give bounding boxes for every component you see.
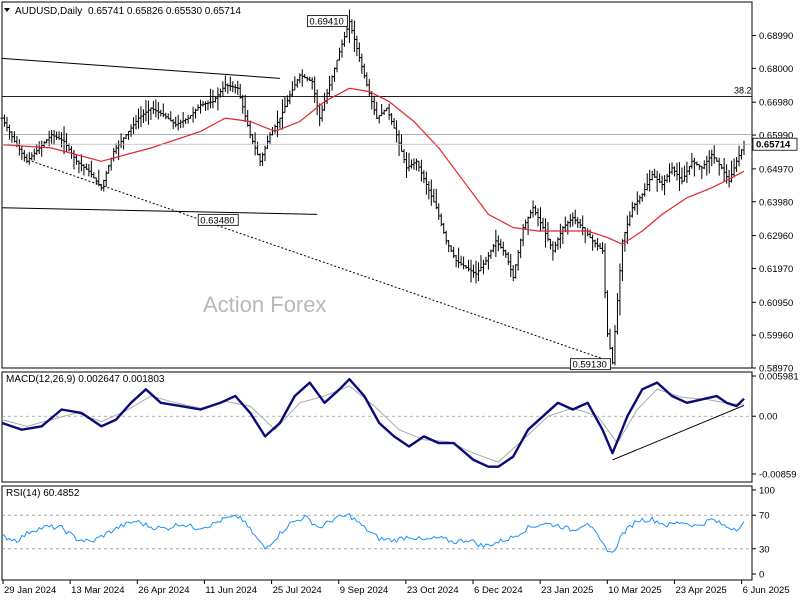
watermark: Action Forex xyxy=(203,292,327,317)
price-tick-label: 0.68990 xyxy=(759,31,793,42)
price-tick-label: 0.60950 xyxy=(759,298,793,309)
price-tick-label: 0.59960 xyxy=(759,331,793,342)
macd-main-line xyxy=(1,378,745,468)
x-tick-label: 11 Jun 2024 xyxy=(205,585,257,596)
rsi-tick-label: 70 xyxy=(759,511,770,522)
channel-trendline xyxy=(1,57,280,79)
x-tick-label: 29 Jan 2024 xyxy=(4,585,56,596)
macd-signal-line xyxy=(1,385,744,463)
price-panel-frame xyxy=(1,1,753,369)
x-tick-label: 6 Jun 2025 xyxy=(743,585,790,596)
channel-trendline xyxy=(1,207,318,215)
price-series xyxy=(0,9,746,366)
ohlc-label: 0.65741 0.65826 0.65530 0.65714 xyxy=(88,6,241,17)
price-annotation-box xyxy=(307,15,348,27)
price-tick-label: 0.64970 xyxy=(759,164,793,175)
macd-panel: 0.005981 0.00 -0.00859 xyxy=(1,372,799,481)
x-tick-label: 23 Jan 2025 xyxy=(541,585,593,596)
x-tick-label: 26 Apr 2024 xyxy=(138,585,189,596)
price-tick-label: 0.65990 xyxy=(759,131,793,142)
current-price-label: 0.65714 xyxy=(756,140,791,151)
symbol-label: AUDUSD,Daily xyxy=(15,6,82,17)
x-tick-label: 9 Sep 2024 xyxy=(340,585,389,596)
price-axis: 0.68990 0.68000 0.66980 0.65990 0.64970 0.639… xyxy=(2,31,793,375)
x-tick-label: 13 Mar 2024 xyxy=(71,585,124,596)
macd-tick-label: -0.00859 xyxy=(759,470,797,481)
price-annotation-box xyxy=(197,213,239,226)
macd-tick-label: 0.005981 xyxy=(759,372,799,383)
macd-tick-label: 0.00 xyxy=(759,412,778,423)
moving-average-line xyxy=(1,87,745,245)
dotted-trendline xyxy=(31,160,603,360)
rsi-tick-label: 30 xyxy=(759,544,770,555)
macd-label: MACD(12,26,9) 0.002647 0.001803 xyxy=(6,374,165,385)
price-annotation-label: 0.69410 xyxy=(309,17,343,28)
price-tick-label: 0.61970 xyxy=(759,264,793,275)
macd-panel-frame xyxy=(1,371,753,483)
rsi-label: RSI(14) 60.4852 xyxy=(6,488,80,499)
collapse-triangle-icon[interactable] xyxy=(4,8,10,12)
x-axis: 29 Jan 2024 13 Mar 2024 26 Apr 2024 11 Jun … xyxy=(2,580,790,596)
rsi-tick-label: 0 xyxy=(759,570,764,581)
rsi-line xyxy=(1,513,745,553)
price-annotation-box xyxy=(570,358,611,371)
current-price-tag xyxy=(752,137,798,151)
x-tick-label: 6 Dec 2024 xyxy=(474,585,523,596)
price-annotation-label: 0.59130 xyxy=(572,360,606,371)
price-tick-label: 0.58970 xyxy=(759,364,793,375)
x-tick-label: 23 Oct 2024 xyxy=(407,585,459,596)
panel-frames xyxy=(1,1,753,581)
rsi-panel-frame xyxy=(1,485,753,581)
x-tick-label: 10 Mar 2025 xyxy=(608,585,661,596)
macd-trendline xyxy=(612,405,745,461)
x-tick-label: 23 Apr 2025 xyxy=(675,585,726,596)
price-tick-label: 0.66980 xyxy=(759,98,793,109)
x-tick-label: 25 Jul 2024 xyxy=(273,585,322,596)
rsi-tick-label: 100 xyxy=(759,486,775,497)
price-annotations: 0.69410 0.63480 0.59130 0.65714 xyxy=(2,15,798,371)
fibonacci-level-label: 38.2 xyxy=(734,86,752,96)
price-tick-label: 0.63980 xyxy=(759,197,793,208)
rsi-panel: 100 70 30 0 xyxy=(1,486,775,581)
price-tick-label: 0.68000 xyxy=(759,64,793,75)
price-annotation-label: 0.63480 xyxy=(200,215,234,226)
price-tick-label: 0.62960 xyxy=(759,231,793,242)
